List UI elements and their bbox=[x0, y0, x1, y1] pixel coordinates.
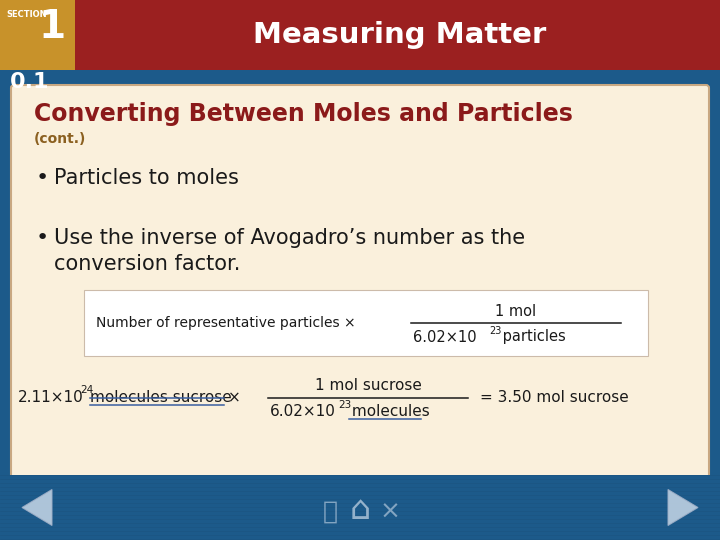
Text: •: • bbox=[36, 228, 49, 248]
Text: 1: 1 bbox=[38, 8, 66, 46]
Text: = 3.50 mol sucrose: = 3.50 mol sucrose bbox=[480, 390, 629, 406]
Text: ×: × bbox=[228, 390, 240, 406]
Text: 23: 23 bbox=[489, 326, 501, 336]
Text: conversion factor.: conversion factor. bbox=[54, 254, 240, 274]
Text: 2.11×10: 2.11×10 bbox=[18, 390, 84, 406]
FancyBboxPatch shape bbox=[0, 0, 720, 70]
Text: Particles to moles: Particles to moles bbox=[54, 168, 239, 188]
Text: molecules: molecules bbox=[347, 404, 430, 420]
Text: ⌂: ⌂ bbox=[349, 493, 371, 526]
Text: 1 mol sucrose: 1 mol sucrose bbox=[315, 379, 421, 394]
Polygon shape bbox=[668, 489, 698, 525]
Text: molecules sucrose: molecules sucrose bbox=[90, 390, 232, 406]
Text: 6.02×10: 6.02×10 bbox=[270, 404, 336, 420]
Text: Measuring Matter: Measuring Matter bbox=[253, 21, 546, 49]
FancyBboxPatch shape bbox=[84, 290, 648, 356]
Text: 6.02×10: 6.02×10 bbox=[413, 329, 477, 345]
Text: •: • bbox=[36, 168, 49, 188]
FancyBboxPatch shape bbox=[0, 0, 75, 70]
FancyBboxPatch shape bbox=[0, 70, 720, 90]
Text: 23: 23 bbox=[338, 400, 351, 410]
Text: 1 mol: 1 mol bbox=[495, 305, 536, 320]
Text: Converting Between Moles and Particles: Converting Between Moles and Particles bbox=[34, 102, 573, 126]
Text: Number of representative particles ×: Number of representative particles × bbox=[96, 316, 356, 330]
FancyBboxPatch shape bbox=[11, 85, 709, 479]
Text: 24: 24 bbox=[80, 385, 94, 395]
Text: ⎘: ⎘ bbox=[323, 500, 338, 523]
Text: SECTION: SECTION bbox=[6, 10, 47, 19]
Text: Use the inverse of Avogadro’s number as the: Use the inverse of Avogadro’s number as … bbox=[54, 228, 525, 248]
Text: particles: particles bbox=[498, 329, 566, 345]
Text: ×: × bbox=[379, 500, 400, 523]
Polygon shape bbox=[22, 489, 52, 525]
Text: 0.1: 0.1 bbox=[10, 72, 50, 92]
Text: (cont.): (cont.) bbox=[34, 132, 86, 146]
FancyBboxPatch shape bbox=[0, 475, 720, 540]
